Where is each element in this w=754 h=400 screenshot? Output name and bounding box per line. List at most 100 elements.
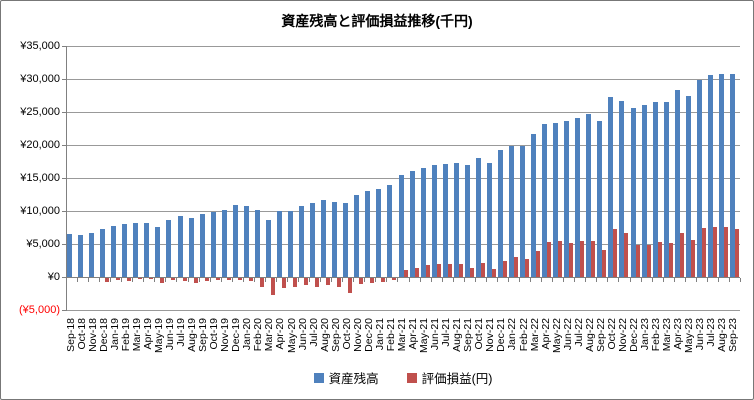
bar-asset	[387, 185, 393, 277]
y-axis-label: ¥35,000	[20, 40, 60, 52]
x-axis-label: Jul-20	[307, 318, 320, 347]
bar-pnl	[293, 278, 297, 288]
bar-pnl	[447, 264, 452, 277]
x-axis-tick	[320, 278, 322, 282]
x-axis-label: Mar-22	[528, 318, 541, 352]
bar-pnl	[171, 278, 176, 281]
y-axis-label: ¥10,000	[20, 205, 60, 217]
bar-pnl	[425, 265, 430, 277]
bar-asset	[475, 158, 481, 277]
x-axis-tick	[353, 278, 355, 282]
bar-asset	[232, 205, 238, 277]
x-axis-label: Apr-20	[274, 318, 287, 350]
x-axis-tick	[99, 278, 101, 282]
x-axis-tick	[629, 278, 631, 282]
y-axis-tick	[62, 244, 66, 245]
x-axis-tick	[452, 278, 454, 282]
bar-asset	[376, 189, 382, 277]
bar-asset	[597, 120, 603, 277]
x-axis-label: Jan-22	[506, 318, 519, 351]
x-axis-tick	[342, 278, 344, 282]
x-axis-tick	[364, 278, 366, 282]
bar-asset	[288, 211, 293, 277]
gridline	[66, 277, 740, 278]
x-axis-tick	[298, 278, 300, 282]
x-axis-label: Nov-18	[86, 318, 99, 352]
gridline	[66, 145, 740, 146]
bar-asset	[707, 75, 713, 277]
bar-pnl	[591, 241, 596, 277]
bar-pnl	[701, 228, 706, 277]
x-axis-tick	[110, 278, 112, 282]
x-axis-tick	[331, 278, 333, 282]
x-axis-tick	[474, 278, 476, 282]
x-axis-tick	[519, 278, 521, 282]
bar-pnl	[116, 278, 121, 280]
bar-pnl	[248, 278, 253, 281]
legend-item-asset: 資産残高	[313, 368, 379, 387]
x-axis-tick	[253, 278, 255, 282]
bar-asset	[420, 168, 426, 277]
bar-pnl	[436, 263, 441, 277]
x-axis-tick	[286, 278, 288, 282]
x-axis-tick	[386, 278, 388, 282]
y-axis-tick	[62, 112, 66, 113]
legend: 資産残高 評価損益(円)	[66, 368, 740, 387]
x-axis-tick	[154, 278, 156, 282]
bar-pnl	[679, 233, 684, 277]
bar-asset	[531, 133, 537, 277]
x-axis-tick	[717, 278, 719, 282]
gridline	[66, 310, 740, 311]
legend-label-asset: 資産残高	[328, 372, 379, 386]
x-axis-tick	[220, 278, 222, 282]
bar-pnl	[127, 278, 132, 281]
bar-pnl	[613, 228, 618, 277]
x-axis-tick	[673, 278, 675, 282]
x-axis-tick	[662, 278, 664, 282]
bar-asset	[453, 162, 459, 277]
gridline	[66, 112, 740, 113]
x-axis-tick	[728, 278, 730, 282]
bar-pnl	[138, 278, 143, 280]
bar-pnl	[602, 249, 607, 277]
x-axis-label: Jun-20	[296, 318, 309, 351]
bar-asset	[310, 203, 316, 277]
bar-asset	[133, 222, 139, 277]
gridline	[66, 46, 740, 47]
x-axis-tick	[275, 278, 277, 282]
bar-pnl	[326, 278, 331, 286]
x-axis-tick	[88, 278, 90, 282]
bar-asset	[122, 223, 128, 277]
bar-asset	[199, 213, 205, 277]
bar-asset	[177, 215, 183, 277]
x-axis-tick	[397, 278, 399, 282]
bar-pnl	[160, 278, 165, 284]
y-axis-tick	[62, 79, 66, 80]
x-axis-tick	[706, 278, 708, 282]
x-axis-tick	[507, 278, 509, 282]
bar-asset	[696, 80, 702, 277]
gridline	[66, 79, 740, 80]
bar-pnl	[270, 278, 275, 295]
bar-asset	[586, 113, 592, 277]
y-axis-tick	[62, 178, 66, 179]
bar-pnl	[580, 240, 585, 277]
x-axis-tick	[596, 278, 598, 282]
x-axis-tick	[309, 278, 311, 282]
legend-label-pnl: 評価損益(円)	[421, 372, 493, 386]
bar-asset	[508, 145, 514, 277]
bar-asset	[409, 170, 415, 277]
bar-asset	[553, 122, 559, 277]
bar-asset	[78, 234, 84, 277]
bar-pnl	[502, 260, 507, 277]
y-axis-tick	[62, 277, 66, 278]
x-axis-tick	[66, 278, 67, 282]
bar-pnl	[348, 278, 353, 293]
bar-asset	[431, 165, 437, 277]
legend-swatch-pnl-icon	[406, 372, 417, 383]
bar-pnl	[690, 240, 695, 277]
bar-pnl	[149, 278, 154, 280]
bar-asset	[166, 220, 172, 277]
bar-asset	[100, 228, 106, 277]
x-axis-label: Aug-20	[318, 318, 331, 352]
